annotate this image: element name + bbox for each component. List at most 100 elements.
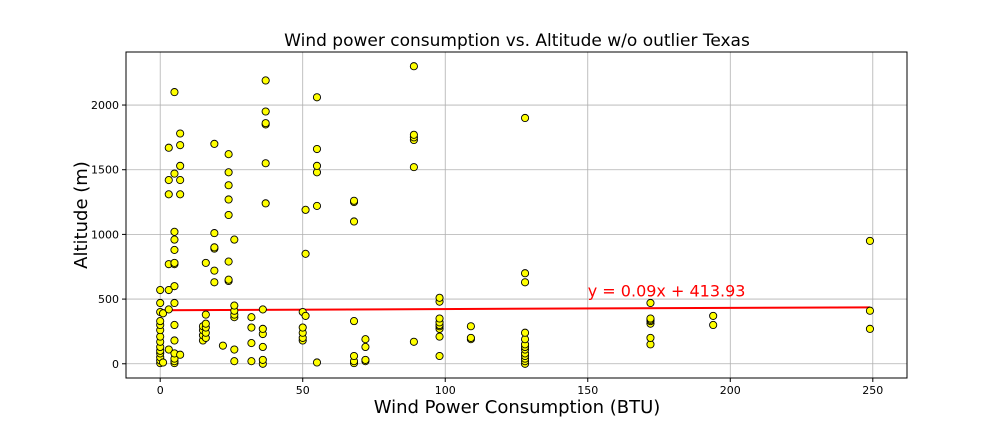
regression-equation: y = 0.09x + 413.93 [588,282,746,301]
data-point [224,257,233,266]
data-point [170,336,179,345]
data-point [164,285,173,295]
data-point [361,335,370,344]
plot-frame [125,51,908,379]
data-point [159,309,168,318]
data-point [164,305,173,314]
y-tick-label: 1500 [91,164,119,177]
data-point [261,199,270,208]
data-point [646,333,655,342]
data-point [312,358,322,367]
data-point [261,107,270,116]
x-tick-label: 100 [435,384,456,397]
data-point [224,150,233,159]
data-point [301,311,310,320]
data-point [435,351,444,361]
y-tick-label: 2000 [91,99,119,112]
data-point [224,275,233,284]
data-point [521,113,530,123]
data-point [349,317,359,326]
data-point [312,201,322,210]
data-point [176,129,185,138]
data-point [247,313,256,322]
data-point [521,278,530,287]
data-point [170,245,179,254]
x-axis-label: Wind Power Consumption (BTU) [374,397,661,418]
data-point [170,258,179,267]
grid-lines [126,52,907,378]
data-point [247,323,256,332]
data-point [258,342,267,352]
data-point [164,190,173,199]
data-point [349,351,359,361]
data-point [170,88,179,97]
x-tick-label: 250 [862,384,883,397]
data-point [247,339,256,348]
data-point [409,337,418,346]
data-point [170,227,179,236]
data-point [156,317,165,326]
data-points [156,62,874,368]
data-point [176,161,185,170]
data-point [261,76,270,85]
data-point [258,355,267,364]
data-point [361,342,370,352]
data-point [261,119,270,128]
data-point [156,298,165,308]
data-point [646,298,655,308]
y-axis-label: Altitude (m) [71,161,92,269]
data-point [409,130,418,139]
data-point [709,311,718,320]
data-point [349,217,359,226]
data-point [230,345,239,354]
data-point [435,332,444,341]
data-point [349,196,359,205]
data-point [170,235,179,244]
x-tick-label: 50 [296,384,310,397]
regression-line-group [160,306,870,312]
data-point [709,320,718,330]
data-point [312,93,322,102]
data-point [224,195,233,204]
data-point [210,243,219,252]
data-point [176,141,185,150]
data-point [170,169,179,178]
data-point [646,314,655,323]
data-point [210,139,219,148]
data-point [865,236,874,245]
y-tick-label: 1000 [91,228,119,241]
axis-ticks: 0 50 100 150 200 250 0 500 1000 1500 2000 [91,99,883,397]
data-point [218,341,227,350]
data-point [176,190,185,199]
data-point [361,355,370,364]
data-point [201,319,210,328]
data-point [224,168,233,177]
data-point [164,345,173,354]
data-point [164,143,173,152]
data-point [170,320,179,330]
data-point [159,358,168,367]
data-point [164,176,173,185]
data-point [258,324,267,333]
data-point [201,258,210,267]
data-point [301,249,310,258]
chart-title: Wind power consumption vs. Altitude w/o … [284,31,750,51]
data-point [466,322,475,331]
regression-line [160,306,870,312]
data-point [298,323,307,332]
data-point [435,293,444,302]
data-point [865,306,874,315]
data-point [176,176,185,185]
data-point [230,301,239,310]
data-point [230,357,239,366]
data-point [210,278,219,287]
data-point [201,310,210,319]
data-point [224,181,233,190]
data-point [521,269,530,278]
x-tick-label: 200 [720,384,741,397]
data-point [466,333,475,342]
data-point [210,229,219,238]
data-point [435,314,444,323]
data-point [224,210,233,220]
